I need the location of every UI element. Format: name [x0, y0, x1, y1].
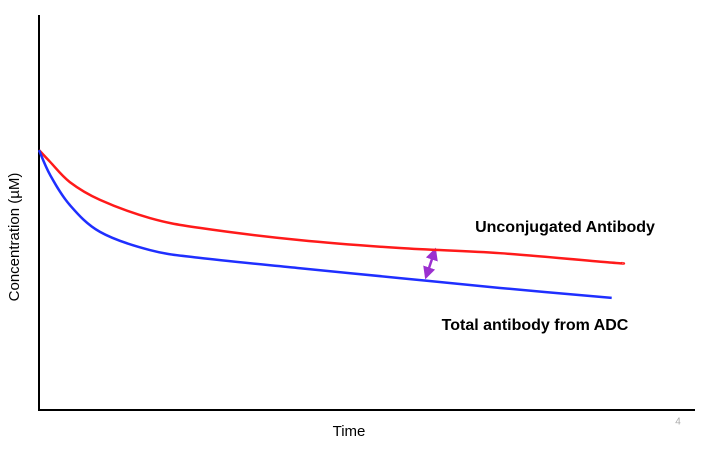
difference-arrow — [423, 247, 438, 280]
x-axis-title: Time — [333, 423, 366, 440]
page-number: 4 — [675, 417, 681, 428]
legend-label: Unconjugated Antibody — [475, 219, 655, 236]
legend-label: Total antibody from ADC — [442, 317, 629, 334]
y-axis-title: Concentration (µM) — [6, 173, 23, 302]
series-line — [38, 149, 626, 265]
series-line — [37, 149, 612, 300]
